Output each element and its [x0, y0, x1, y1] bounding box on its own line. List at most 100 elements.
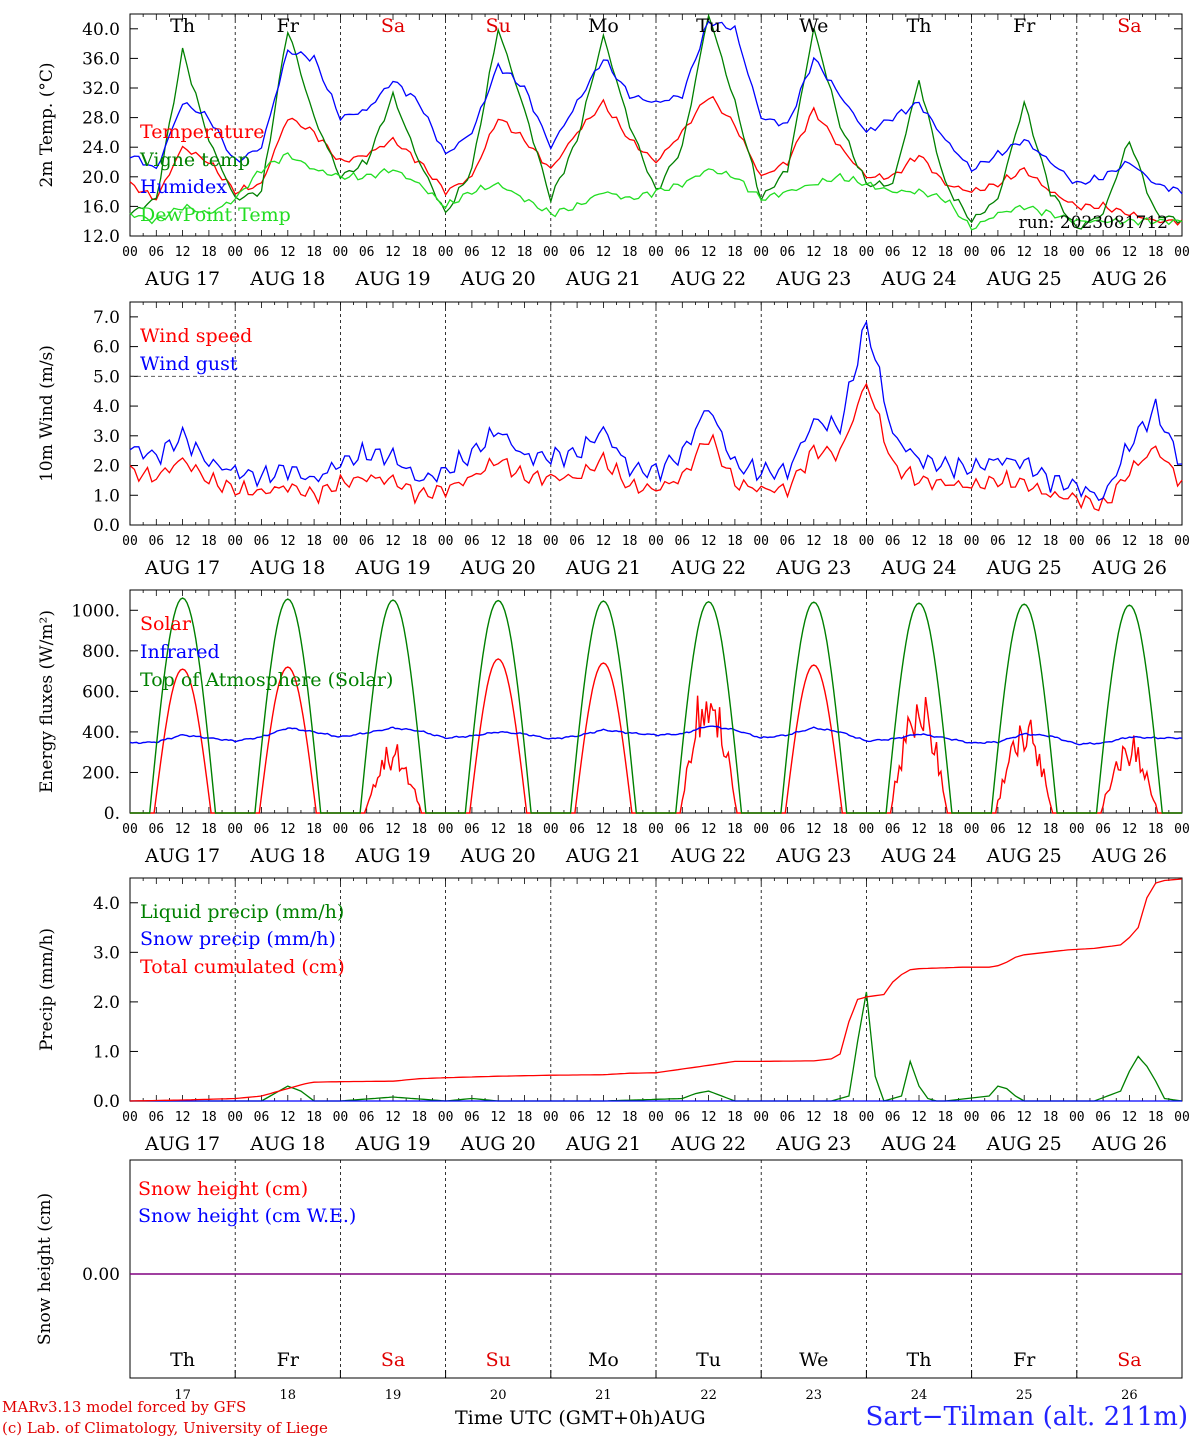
- day-number-label: 18: [280, 1388, 297, 1403]
- hour-tick-label: 18: [832, 245, 848, 260]
- hour-tick-label: 18: [727, 534, 743, 549]
- hour-tick-label: 12: [701, 1110, 717, 1125]
- hour-tick-label: 00: [859, 245, 875, 260]
- hour-tick-label: 18: [622, 822, 638, 837]
- weekday-label: Sa: [381, 1349, 405, 1371]
- hour-tick-label: 18: [517, 1110, 533, 1125]
- hour-tick-label: 12: [280, 534, 296, 549]
- hour-tick-label: 00: [859, 534, 875, 549]
- hour-tick-label: 00: [438, 245, 454, 260]
- date-label: AUG 24: [880, 1133, 956, 1155]
- weekday-label: Sa: [1117, 15, 1141, 37]
- hour-tick-label: 18: [517, 245, 533, 260]
- date-label: AUG 26: [1091, 268, 1167, 290]
- hour-tick-label: 00: [333, 534, 349, 549]
- hour-tick-label: 06: [885, 1110, 901, 1125]
- weekday-label: We: [799, 15, 828, 37]
- hour-tick-label: 12: [1122, 245, 1138, 260]
- hour-tick-label: 18: [517, 822, 533, 837]
- legend-entry: Wind gust: [140, 353, 238, 375]
- day-number-label: 20: [490, 1388, 507, 1403]
- day-number-label: 25: [1016, 1388, 1033, 1403]
- hour-tick-label: 00: [333, 1110, 349, 1125]
- hour-tick-label: 00: [122, 534, 138, 549]
- date-label: AUG 19: [354, 557, 430, 579]
- hour-tick-label: 00: [964, 822, 980, 837]
- y-tick-label: 40.0: [82, 20, 120, 40]
- date-label: AUG 25: [986, 1133, 1062, 1155]
- panel-frame-energy: [129, 589, 1183, 814]
- hour-tick-label: 06: [254, 822, 270, 837]
- day-number-label: 24: [911, 1388, 928, 1403]
- hour-tick-label: 12: [806, 1110, 822, 1125]
- hour-tick-label: 12: [490, 534, 506, 549]
- date-label: AUG 24: [880, 268, 956, 290]
- legend-entry: Top of Atmosphere (Solar): [140, 669, 393, 691]
- hour-tick-label: 06: [885, 245, 901, 260]
- hour-tick-label: 00: [1069, 822, 1085, 837]
- weekday-label: Mo: [588, 15, 619, 37]
- hour-tick-label: 18: [1043, 534, 1059, 549]
- hour-tick-label: 00: [648, 822, 664, 837]
- date-label: AUG 25: [986, 268, 1062, 290]
- hour-tick-label: 00: [122, 245, 138, 260]
- date-label: AUG 22: [670, 268, 746, 290]
- hour-tick-label: 06: [359, 1110, 375, 1125]
- hour-tick-label: 12: [175, 822, 191, 837]
- y-tick-label: 7.0: [93, 308, 120, 328]
- hour-tick-label: 06: [885, 534, 901, 549]
- hour-tick-label: 12: [596, 534, 612, 549]
- hour-tick-label: 18: [1148, 1110, 1164, 1125]
- hour-tick-label: 00: [1069, 1110, 1085, 1125]
- hour-tick-label: 18: [1148, 822, 1164, 837]
- date-label: AUG 18: [249, 268, 325, 290]
- hour-tick-label: 06: [674, 822, 690, 837]
- y-tick-label: 20.0: [82, 168, 120, 188]
- hour-tick-label: 18: [1043, 822, 1059, 837]
- hour-tick-label: 12: [1016, 822, 1032, 837]
- hour-tick-label: 06: [464, 245, 480, 260]
- hour-tick-label: 12: [701, 822, 717, 837]
- date-label: AUG 20: [460, 1133, 536, 1155]
- y-tick-label: 2.0: [93, 457, 120, 477]
- hour-tick-label: 12: [596, 245, 612, 260]
- date-label: AUG 21: [565, 268, 641, 290]
- hour-tick-label: 18: [1148, 534, 1164, 549]
- hour-tick-label: 12: [490, 1110, 506, 1125]
- hour-tick-label: 06: [464, 822, 480, 837]
- hour-tick-label: 18: [937, 1110, 953, 1125]
- hour-tick-label: 06: [569, 1110, 585, 1125]
- series-line-liquid-precip-mm-h-: [130, 991, 1183, 1102]
- hour-tick-label: 12: [385, 534, 401, 549]
- date-label: AUG 17: [144, 268, 220, 290]
- date-label: AUG 21: [565, 845, 641, 867]
- date-label: AUG 18: [249, 557, 325, 579]
- hour-tick-label: 00: [753, 534, 769, 549]
- weekday-label: We: [799, 1349, 828, 1371]
- hour-tick-label: 18: [201, 534, 217, 549]
- series-line-dewpoint-temp: [129, 152, 1183, 231]
- hour-tick-label: 00: [753, 822, 769, 837]
- legend-entry: Snow height (cm W.E.): [138, 1205, 356, 1227]
- hour-tick-label: 00: [122, 822, 138, 837]
- hour-tick-label: 00: [964, 1110, 980, 1125]
- hour-tick-label: 06: [148, 1110, 164, 1125]
- time-axis-title: Time UTC (GMT+0h)AUG: [455, 1407, 706, 1429]
- y-axis-title: 2m Temp. (°C): [37, 62, 57, 187]
- hour-tick-label: 06: [254, 534, 270, 549]
- hour-tick-label: 18: [727, 245, 743, 260]
- y-tick-label: 1000.: [71, 601, 120, 621]
- hour-tick-label: 00: [1069, 534, 1085, 549]
- date-label: AUG 22: [670, 557, 746, 579]
- series-line-total-cumulated-cm-: [129, 878, 1183, 1102]
- hour-tick-label: 18: [201, 822, 217, 837]
- hour-tick-label: 06: [990, 1110, 1006, 1125]
- hour-tick-label: 06: [359, 534, 375, 549]
- y-tick-label: 5.0: [93, 367, 120, 387]
- weekday-label: Sa: [381, 15, 405, 37]
- hour-tick-label: 12: [175, 1110, 191, 1125]
- y-tick-label: 28.0: [82, 109, 120, 129]
- hour-tick-label: 06: [464, 534, 480, 549]
- hour-tick-label: 12: [175, 534, 191, 549]
- y-tick-label: 2.0: [93, 993, 120, 1013]
